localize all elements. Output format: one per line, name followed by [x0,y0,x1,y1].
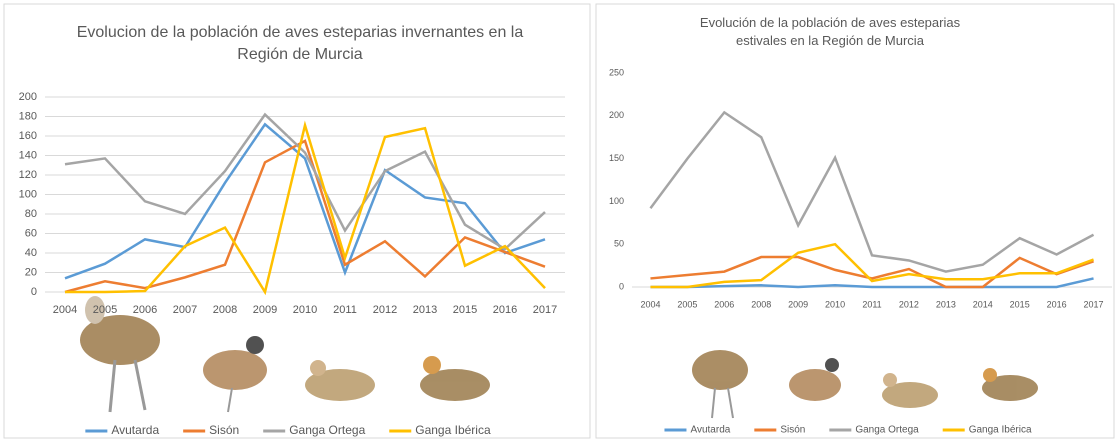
x-tick-label: 2009 [253,304,277,316]
x-tick-label: 2005 [93,304,117,316]
x-tick-label: 2012 [899,299,919,309]
charts: 0 20 40 60 80 100 120 140 160 180 200 2004 2005 2006 2… [0,0,1118,442]
x-tick-label: 2010 [293,304,317,316]
x-tick-label: 2015 [453,304,477,316]
y-tick-label: 0 [31,286,37,298]
x-tick-label: 2009 [788,299,808,309]
legend-label: Sisón [780,425,805,436]
x-tick-label: 2016 [1047,299,1067,309]
panel [4,4,590,438]
x-tick-label: 2006 [133,304,157,316]
x-tick-label: 2017 [1084,299,1104,309]
y-tick-label: 80 [25,208,37,220]
chart-title: Evolución de la población de aves estepa… [690,14,970,49]
y-tick-label: 200 [609,110,624,120]
legend-label: Avutarda [690,425,730,436]
y-tick-label: 160 [19,130,37,142]
x-tick-label: 2013 [936,299,956,309]
x-tick-label: 2011 [862,299,881,309]
y-tick-label: 20 [25,266,37,278]
y-tick-label: 180 [19,110,37,122]
legend-label: Ganga Ibérica [415,423,491,437]
x-tick-label: 2014 [973,299,993,309]
x-tick-label: 2007 [173,304,197,316]
series-line [65,141,545,292]
y-tick-label: 0 [619,281,624,291]
chart-title: Evolucion de la población de aves estepa… [60,22,540,65]
y-tick-label: 140 [19,149,37,161]
y-tick-label: 50 [614,239,624,249]
x-tick-label: 2008 [751,299,771,309]
x-tick-label: 2013 [413,304,437,316]
y-tick-label: 40 [25,247,37,259]
x-tick-label: 2015 [1010,299,1030,309]
x-tick-label: 2010 [825,299,845,309]
series-line [650,112,1093,271]
series-line [65,115,545,250]
series-line [65,124,545,278]
x-tick-label: 2017 [533,304,557,316]
x-tick-label: 2008 [213,304,237,316]
x-tick-label: 2004 [53,304,77,316]
x-tick-label: 2012 [373,304,397,316]
legend-label: Sisón [209,423,239,437]
legend-label: Ganga Ortega [855,425,919,436]
x-tick-label: 2006 [714,299,734,309]
series-line [650,244,1093,287]
legend-label: Ganga Ortega [289,423,365,437]
y-tick-label: 100 [609,196,624,206]
x-tick-label: 2016 [493,304,517,316]
page: 0 20 40 60 80 100 120 140 160 180 200 2004 2005 2006 2… [0,0,1118,442]
x-tick-label: 2004 [640,299,660,309]
y-tick-label: 100 [19,188,37,200]
legend-label: Avutarda [111,423,159,437]
series-line [65,125,545,292]
x-tick-label: 2011 [333,304,357,316]
legend-label: Ganga Ibérica [969,425,1032,436]
y-tick-label: 120 [19,169,37,181]
y-tick-label: 60 [25,227,37,239]
x-tick-label: 2005 [677,299,697,309]
y-tick-label: 200 [19,91,37,103]
y-tick-label: 150 [609,153,624,163]
y-tick-label: 250 [609,67,624,77]
panel [596,4,1114,438]
